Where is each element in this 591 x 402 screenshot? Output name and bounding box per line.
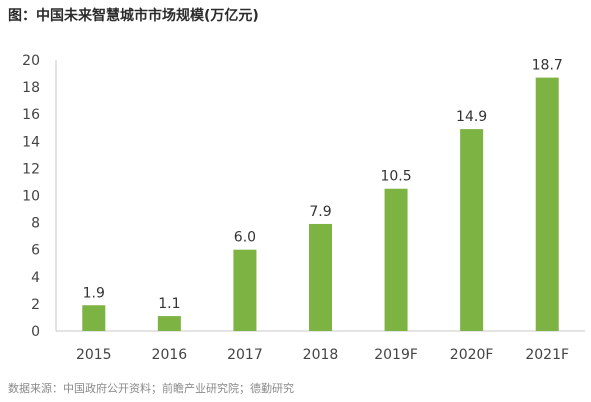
x-tick-label: 2016: [152, 347, 188, 363]
source-note: 数据来源：中国政府公开资料；前瞻产业研究院；德勤研究: [8, 382, 294, 395]
bar: [233, 249, 257, 331]
bar: [535, 77, 559, 332]
x-tick-labels: 2015 2016 2017 2018 2019F 2020F 2021F: [76, 347, 569, 363]
x-tick-label: 2020F: [450, 347, 494, 363]
x-tick-label: 2018: [303, 347, 339, 363]
value-label: 1.1: [158, 296, 180, 312]
value-label: 7.9: [309, 204, 331, 220]
value-label: 10.5: [380, 169, 411, 185]
x-tick-label: 2019F: [374, 347, 418, 363]
value-labels: 1.9 1.1 6.0 7.9 10.5 14.9 18.7: [83, 58, 563, 312]
y-tick-label: 10: [22, 189, 40, 205]
y-tick-label: 8: [31, 216, 40, 232]
value-label: 14.9: [456, 109, 487, 125]
y-tick-label: 14: [22, 134, 40, 150]
chart-title: 图：中国未来智慧城市市场规模(万亿元): [8, 8, 259, 24]
y-tick-label: 4: [31, 270, 40, 286]
value-label: 18.7: [532, 58, 563, 74]
bar: [460, 129, 484, 331]
bars: [82, 77, 559, 332]
bar: [384, 188, 408, 331]
y-tick-label: 16: [22, 107, 40, 123]
value-label: 1.9: [83, 285, 105, 301]
y-tick-label: 0: [31, 324, 40, 340]
y-tick-label: 18: [22, 80, 40, 96]
x-tick-label: 2021F: [525, 347, 569, 363]
bar: [309, 223, 332, 331]
y-tick-label: 12: [22, 161, 40, 177]
y-tick-label: 6: [31, 243, 40, 259]
bar: [82, 305, 106, 331]
value-label: 6.0: [234, 230, 256, 246]
bar: [157, 316, 181, 331]
y-tick-label: 20: [22, 53, 40, 69]
x-tick-label: 2017: [227, 347, 263, 363]
y-tick-labels: 0 2 4 6 8 10 12 14 16 18 20: [22, 53, 40, 340]
y-tick-label: 2: [31, 297, 40, 313]
x-tick-label: 2015: [76, 347, 112, 363]
